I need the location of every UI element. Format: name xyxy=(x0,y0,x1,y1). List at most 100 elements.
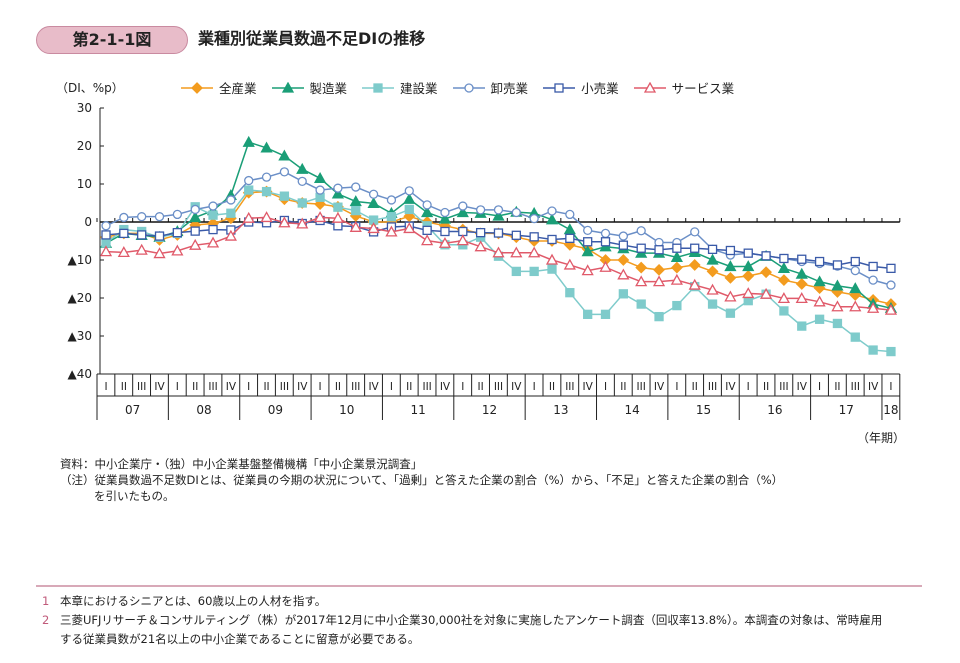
data-point xyxy=(333,202,343,212)
y-axis-unit-label: （DI、%p） xyxy=(56,81,124,95)
data-point xyxy=(208,224,218,235)
data-point xyxy=(493,205,504,215)
data-point xyxy=(189,211,202,223)
legend-label: 製造業 xyxy=(309,81,348,96)
data-point xyxy=(99,245,113,257)
data-point xyxy=(672,243,682,253)
data-point xyxy=(761,251,771,261)
footnote-number: 1 xyxy=(42,594,50,608)
data-point xyxy=(850,265,860,276)
x-year-label: 12 xyxy=(482,403,497,417)
data-point xyxy=(190,226,200,236)
x-quarter-label: II xyxy=(763,381,769,393)
data-point xyxy=(153,247,166,259)
x-year-label: 10 xyxy=(339,403,354,417)
data-point xyxy=(511,207,521,218)
data-point xyxy=(367,197,380,209)
data-point xyxy=(475,205,486,215)
data-point xyxy=(422,225,432,236)
data-point xyxy=(297,176,307,186)
x-year-label: 18 xyxy=(883,403,898,417)
data-point xyxy=(742,270,755,282)
data-point xyxy=(617,268,630,280)
data-point xyxy=(528,246,541,258)
data-point xyxy=(404,204,414,215)
data-point xyxy=(724,260,737,272)
data-point xyxy=(690,243,700,253)
series-1 xyxy=(99,135,898,313)
x-axis-label: （年期） xyxy=(857,431,905,445)
data-point xyxy=(617,254,630,266)
definition-note-continued: を引いたもの。 xyxy=(94,489,175,503)
data-point xyxy=(831,300,844,312)
data-point xyxy=(367,222,380,234)
x-quarter-label: IV xyxy=(511,381,522,393)
data-point xyxy=(547,206,557,216)
data-point xyxy=(884,303,898,315)
legend-marker xyxy=(643,81,656,93)
data-point xyxy=(707,244,718,255)
x-quarter-label: II xyxy=(263,381,269,393)
data-point xyxy=(456,206,469,218)
data-point xyxy=(636,226,646,236)
source-note: 資料：中小企業庁・（独）中小企業基盤整備機構「中小企業景況調査」 xyxy=(60,457,423,471)
x-quarter-label: IV xyxy=(226,381,237,393)
data-point xyxy=(545,253,559,265)
x-quarter-label: I xyxy=(675,381,678,393)
x-quarter-label: I xyxy=(104,381,107,393)
x-year-label: 16 xyxy=(767,403,782,417)
legend-label: 全産業 xyxy=(219,81,257,96)
legend-marker-diamond-icon xyxy=(181,81,213,94)
data-point xyxy=(759,287,773,299)
data-point xyxy=(440,226,450,237)
data-point xyxy=(706,253,719,265)
data-point xyxy=(137,212,147,222)
x-quarter-label: III xyxy=(351,381,360,393)
data-point xyxy=(244,175,254,186)
data-point xyxy=(690,227,700,237)
x-quarter-label: I xyxy=(889,381,892,393)
data-point xyxy=(190,204,200,215)
y-tick-label: 10 xyxy=(77,177,92,191)
x-year-label: 13 xyxy=(553,403,568,417)
data-point xyxy=(672,300,682,311)
legend-marker xyxy=(191,81,203,94)
data-point xyxy=(296,162,309,174)
data-point xyxy=(707,299,718,309)
data-point xyxy=(368,189,379,199)
data-point xyxy=(171,244,184,256)
data-point xyxy=(226,195,236,205)
data-point xyxy=(849,282,862,294)
x-quarter-label: IV xyxy=(868,381,879,393)
data-point xyxy=(331,211,345,223)
data-point xyxy=(547,264,557,274)
data-point xyxy=(797,321,807,331)
footnote-2-continued: する従業員数が21名以上の中小企業であることに留意が必要である。 xyxy=(60,632,420,646)
data-point xyxy=(456,234,469,246)
series-5 xyxy=(99,211,898,315)
data-point xyxy=(189,238,202,250)
x-quarter-label: II xyxy=(192,381,198,393)
data-point xyxy=(545,213,559,225)
x-year-label: 17 xyxy=(839,403,854,417)
data-point xyxy=(670,273,683,285)
chart-legend: 全産業 製造業 建設業 卸売業 小売業 サービス業 xyxy=(180,78,734,97)
legend-item-wholesale: 卸売業 xyxy=(452,78,528,97)
data-point xyxy=(724,271,737,284)
footnote-text: 本章におけるシニアとは、60歳以上の人材を指す。 xyxy=(60,594,327,608)
data-point xyxy=(813,295,826,307)
data-point xyxy=(583,237,593,247)
data-point xyxy=(296,217,309,229)
data-point xyxy=(458,201,468,211)
data-point xyxy=(474,240,487,252)
data-point xyxy=(154,212,165,222)
x-quarter-label: II xyxy=(692,381,698,393)
data-point xyxy=(779,253,789,264)
data-point xyxy=(814,256,825,267)
footnote-number: 2 xyxy=(42,613,50,627)
y-tick-label: ▲30 xyxy=(68,329,93,343)
data-point xyxy=(224,229,237,241)
definition-note: （注）従業員数過不足数DIとは、従業員の今期の状況について、「過剰」と答えた企業… xyxy=(60,473,784,487)
x-quarter-label: IV xyxy=(654,381,665,393)
data-point xyxy=(778,274,790,287)
